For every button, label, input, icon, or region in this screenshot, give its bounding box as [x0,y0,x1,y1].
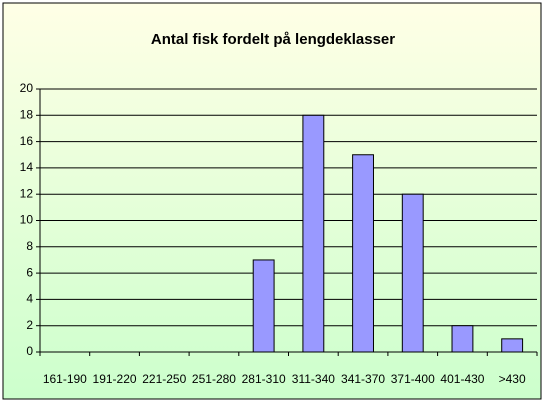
chart-title: Antal fisk fordelt på lengdeklasser [151,31,395,48]
y-tick-label: 8 [26,239,33,253]
x-tick-label: 221-250 [142,372,186,386]
x-tick-label: 311-340 [292,372,335,386]
x-tick-label: 341-370 [341,372,385,386]
x-tick-label: 281-310 [242,372,286,386]
y-tick-label: 10 [20,213,34,227]
bar [501,338,524,353]
y-tick-label: 6 [26,265,33,279]
y-tick-label: 16 [20,134,34,148]
y-tick-label: 18 [20,107,34,121]
bar [352,154,374,353]
bar [252,259,275,353]
y-tick-label: 2 [26,318,33,332]
bar [451,325,474,353]
bar [302,114,325,353]
y-tick-label: 0 [26,344,33,358]
x-tick-label: 401-430 [440,372,484,386]
x-tick-label: 191-220 [93,372,137,386]
x-tick-label: 161-190 [43,372,87,386]
y-tick-label: 20 [20,81,34,95]
y-tick-label: 14 [20,160,34,174]
y-tick-label: 12 [20,186,34,200]
x-tick-label: 371-400 [391,372,435,386]
bar [401,193,424,353]
x-tick-label: 251-280 [192,372,236,386]
x-tick-label: >430 [499,372,526,386]
y-tick-label: 4 [26,292,33,306]
